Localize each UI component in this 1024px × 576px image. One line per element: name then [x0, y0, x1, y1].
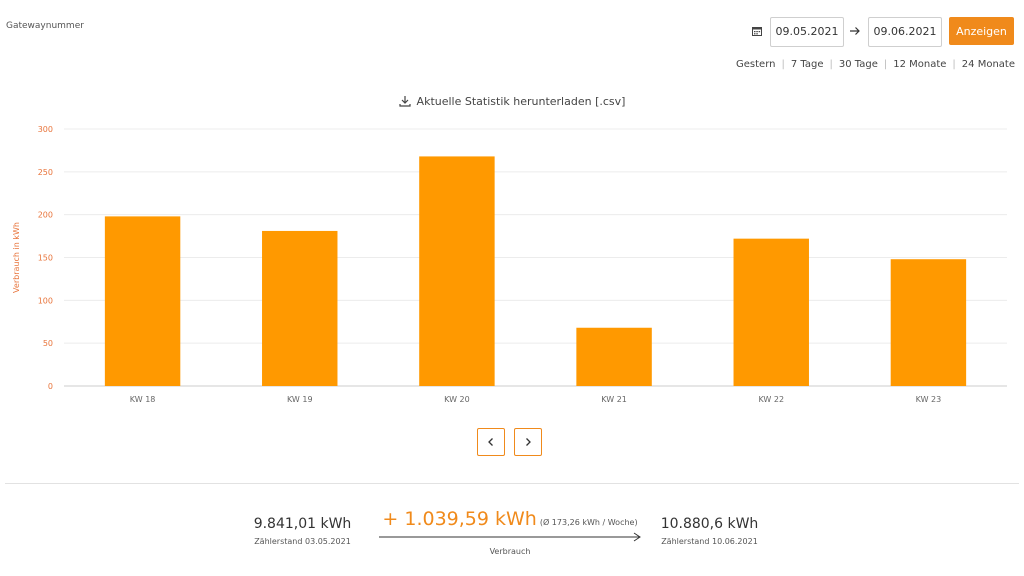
- bar: [419, 156, 495, 386]
- gateway-label: Gatewaynummer: [6, 21, 84, 31]
- x-tick-label: KW 21: [601, 395, 627, 404]
- calendar-icon: [752, 27, 762, 36]
- bar: [733, 238, 809, 386]
- consumption-average: (Ø 173,26 kWh / Woche): [539, 518, 638, 527]
- previous-button[interactable]: [477, 428, 505, 456]
- consumption-bar-chart: 0 50 100 150 200 250 300 Verbrauch in kWh KW 18 K…: [12, 125, 1007, 404]
- period-30-days[interactable]: 30 Tage: [838, 59, 878, 70]
- x-tick-label: KW 20: [444, 395, 470, 404]
- y-tick-label: 50: [43, 339, 53, 348]
- download-label: Aktuelle Statistik herunterladen [.csv]: [416, 95, 626, 108]
- start-meter-label: Zählerstand 03.05.2021: [254, 537, 351, 546]
- start-meter-reading: 9.841,01 kWh Zählerstand 03.05.2021: [250, 516, 355, 546]
- chevron-left-icon: [488, 438, 493, 446]
- period-separator: |: [883, 59, 888, 70]
- period-separator: |: [781, 59, 785, 70]
- end-meter-value: 10.880,6 kWh: [660, 516, 759, 532]
- bar: [262, 230, 338, 386]
- bar: [890, 259, 967, 386]
- consumption-label: Verbrauch: [489, 547, 531, 556]
- period-yesterday[interactable]: Gestern: [736, 59, 776, 70]
- show-button[interactable]: Anzeigen: [949, 17, 1014, 45]
- y-tick-label: 200: [38, 211, 53, 220]
- x-tick-label: KW 23: [916, 395, 942, 404]
- y-tick-label: 0: [48, 382, 53, 391]
- period-24-months[interactable]: 24 Monate: [961, 59, 1015, 70]
- y-tick-label: 250: [38, 168, 53, 177]
- y-tick-label: 100: [38, 296, 53, 305]
- bar: [576, 327, 652, 386]
- y-axis-label: Verbrauch in kWh: [12, 222, 21, 293]
- end-meter-reading: 10.880,6 kWh Zählerstand 10.06.2021: [657, 516, 762, 546]
- period-separator: |: [829, 59, 833, 70]
- period-separator: |: [952, 59, 956, 70]
- download-icon: [398, 96, 411, 107]
- x-tick-label: KW 22: [758, 395, 784, 404]
- period-12-months[interactable]: 12 Monate: [893, 59, 947, 70]
- start-meter-value: 9.841,01 kWh: [253, 516, 352, 532]
- period-7-days[interactable]: 7 Tage: [790, 59, 824, 70]
- end-meter-label: Zählerstand 10.06.2021: [661, 537, 758, 546]
- next-button[interactable]: [514, 428, 542, 456]
- download-csv-link[interactable]: Aktuelle Statistik herunterladen [.csv]: [0, 95, 1024, 108]
- consumption-arrow-icon: [379, 532, 641, 542]
- y-tick-label: 300: [38, 125, 53, 134]
- arrow-right-icon: [850, 27, 860, 35]
- divider: [5, 483, 1019, 484]
- x-tick-label: KW 19: [287, 395, 313, 404]
- x-tick-label: KW 18: [130, 395, 156, 404]
- bar: [104, 216, 181, 386]
- date-from-input[interactable]: 09.05.2021: [770, 17, 844, 47]
- date-to-input[interactable]: 09.06.2021: [868, 17, 942, 47]
- consumption-value: + 1.039,59 kWh: [382, 508, 537, 530]
- y-tick-label: 150: [38, 254, 53, 263]
- period-selector: Gestern | 7 Tage | 30 Tage | 12 Monate | 24 …: [736, 59, 1015, 70]
- consumption-summary: + 1.039,59 kWh (Ø 173,26 kWh / Woche): [360, 508, 660, 530]
- chevron-right-icon: [526, 438, 531, 446]
